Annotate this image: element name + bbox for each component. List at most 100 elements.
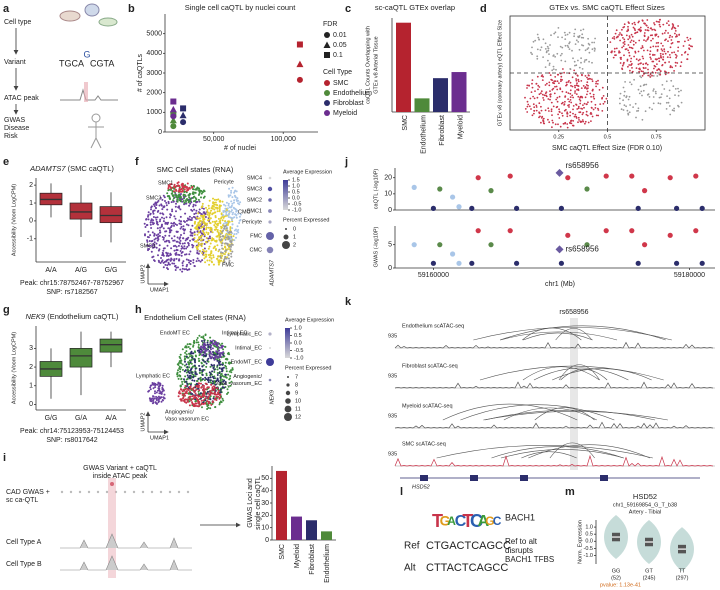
cloud-dot [157, 401, 160, 404]
cloud-dot [156, 383, 159, 386]
panel-label: b [128, 3, 135, 15]
cloud-dot [157, 254, 159, 257]
cloud-dot [196, 186, 199, 189]
cloud-dot [189, 239, 191, 242]
cloud-dot [230, 362, 233, 364]
cloud-dot [214, 343, 217, 346]
cloud-dot [183, 355, 186, 358]
cloud-dot [577, 121, 579, 124]
cloud-dot [159, 226, 162, 229]
cloud-dot [627, 98, 630, 101]
cloud-dot [219, 381, 222, 384]
cloud-dot [151, 256, 154, 259]
cloud-dot [148, 240, 151, 242]
cloud-dot [214, 245, 216, 248]
point [635, 205, 641, 211]
y-axis-label: single cell caQTL [255, 476, 262, 530]
cloud-dot [202, 344, 205, 347]
cloud-dot [230, 252, 233, 255]
cloud-dot [214, 201, 217, 204]
gwas-dot [141, 490, 145, 494]
cloud-dot [174, 269, 177, 271]
cloud-dot [221, 378, 224, 381]
cloud-dot [198, 367, 201, 370]
cloud-dot [215, 220, 218, 223]
cloud-dot [159, 212, 162, 215]
y-tick-label: 20 [384, 175, 392, 182]
cloud-dot [157, 385, 160, 388]
cloud-dot [159, 262, 162, 264]
cloud-dot [190, 359, 193, 362]
cloud-dot [202, 254, 205, 257]
y-tick-label: 1 [29, 383, 33, 390]
cloud-dot [206, 341, 209, 344]
cloud-dot [638, 70, 640, 73]
cloud-dot [223, 253, 226, 256]
cloud-dot [222, 348, 225, 351]
body-icon [88, 122, 104, 149]
cloud-dot [188, 372, 191, 375]
cloud-dot [558, 110, 561, 113]
point [603, 173, 609, 179]
cloud-dot [569, 81, 572, 84]
cloud-dot [163, 217, 166, 220]
cloud-dot [542, 120, 545, 123]
loop-arc [522, 366, 600, 381]
cloud-dot [642, 89, 645, 92]
row-label: SMC4 [247, 175, 262, 181]
cloud-dot [176, 198, 179, 201]
chart-title: GTEx vs. SMC caQTL Effect Sizes [549, 3, 665, 12]
caption: Peak: chr14:75123953-75124453 [20, 428, 124, 435]
cloud-dot [652, 75, 655, 77]
cloud-dot [192, 345, 195, 348]
cloud-dot [526, 84, 529, 87]
cloud-dot [227, 248, 229, 251]
cloud-dot [170, 201, 173, 204]
cloud-dot [647, 68, 649, 71]
cloud-dot [229, 240, 232, 243]
cloud-dot [589, 92, 592, 95]
cloud-dot [190, 352, 193, 355]
cloud-dot [192, 261, 195, 264]
cloud-dot [542, 75, 544, 78]
cloud-dot [663, 50, 666, 53]
cloud-dot [225, 201, 228, 204]
cloud-dot [217, 391, 219, 394]
cloud-dot [188, 204, 191, 207]
motif-letter: G [485, 514, 494, 528]
cloud-dot [575, 93, 578, 95]
cloud-dot [644, 22, 646, 25]
cloud-dot [147, 248, 150, 250]
cloud-dot [544, 42, 547, 45]
cloud-dot [192, 195, 195, 198]
gwas-dot [87, 490, 91, 494]
cloud-dot [185, 385, 188, 388]
cloud-dot [200, 399, 203, 402]
cloud-dot [179, 195, 182, 198]
cloud-dot [195, 341, 198, 344]
cloud-dot [154, 237, 157, 240]
cloud-dot [226, 224, 229, 226]
cloud-dot [228, 353, 231, 356]
cloud-dot [558, 95, 561, 98]
cloud-dot [657, 21, 660, 23]
cloud-dot [204, 216, 207, 218]
note: BACH1 TFBS [505, 555, 554, 564]
cloud-dot [235, 236, 237, 239]
cloud-dot [169, 216, 171, 219]
cloud-dot [153, 234, 156, 237]
cloud-dot [571, 85, 574, 88]
cloud-dot [193, 265, 196, 267]
cloud-dot [164, 234, 167, 237]
size-label: 8 [295, 382, 298, 388]
cloud-dot [182, 396, 185, 399]
cloud-dot [168, 227, 171, 230]
cloud-dot [205, 224, 208, 227]
cloud-dot [150, 218, 153, 221]
cloud-dot [174, 205, 177, 208]
cloud-dot [643, 49, 645, 52]
color-tick-label: -1.0 [294, 355, 303, 361]
cloud-dot [231, 217, 234, 220]
cloud-dot [526, 111, 529, 113]
cloud-dot [202, 248, 204, 251]
